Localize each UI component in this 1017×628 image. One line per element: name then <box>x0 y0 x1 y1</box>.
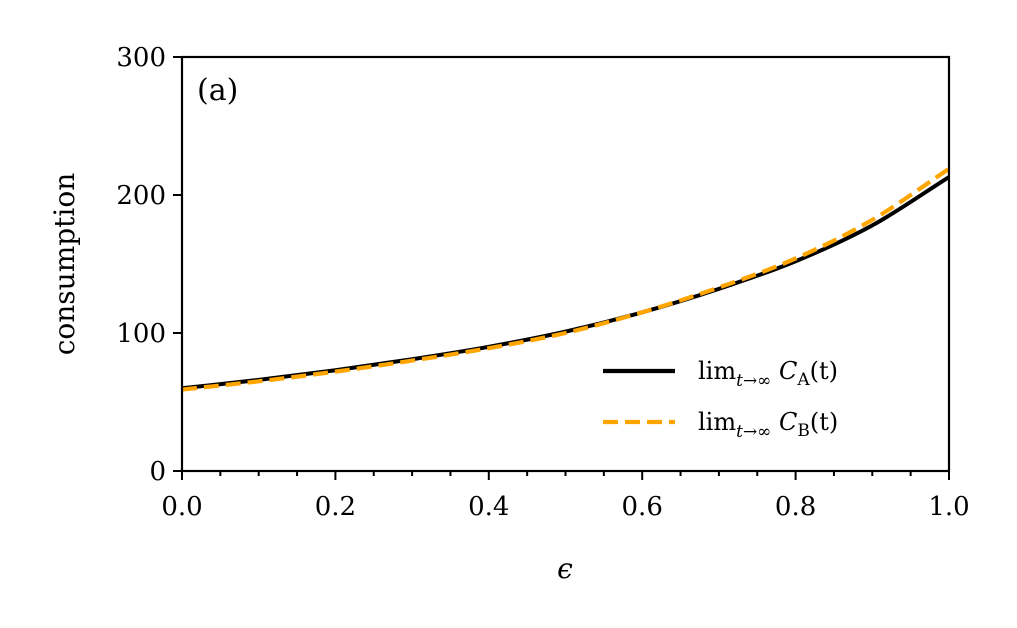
panel-label: (a) <box>197 73 238 108</box>
y-tick-label: 200 <box>116 181 166 211</box>
y-tick-label: 300 <box>116 43 166 73</box>
x-tick-label: 1.0 <box>928 492 969 522</box>
legend: limt→∞ CA(t) limt→∞ CB(t) <box>603 357 838 442</box>
series-line-b <box>181 167 951 392</box>
y-axis-label: consumption <box>48 173 81 356</box>
x-axis-label: ϵ <box>557 552 573 585</box>
x-tick-label: 0.6 <box>622 492 663 522</box>
x-axis-ticks: 0.0 0.2 0.4 0.6 0.8 1.0 <box>161 471 970 522</box>
plot-lines <box>181 167 951 392</box>
x-tick-label: 0.0 <box>161 492 202 522</box>
y-tick-label: 0 <box>149 457 166 487</box>
y-axis-ticks: 0 100 200 300 <box>116 43 182 487</box>
x-tick-label: 0.4 <box>468 492 509 522</box>
x-tick-label: 0.2 <box>315 492 356 522</box>
legend-label: limt→∞ CB(t) <box>698 408 838 442</box>
legend-label: limt→∞ CA(t) <box>698 357 838 391</box>
y-tick-label: 100 <box>116 319 166 349</box>
x-tick-label: 0.8 <box>775 492 816 522</box>
